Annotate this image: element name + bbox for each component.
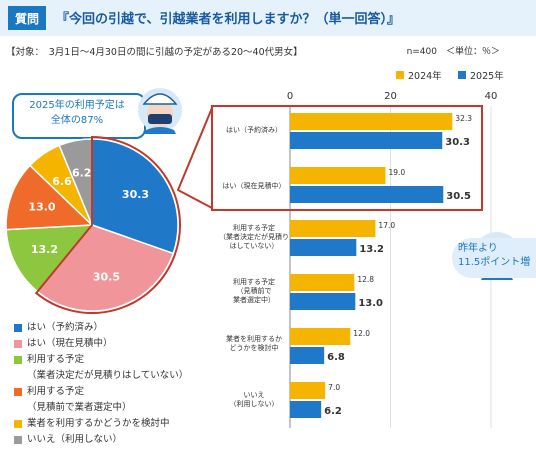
bar-value-label: 13.2 [359,244,384,255]
bar-category-label: はい（予約済み） [226,126,282,134]
legend-item-2025: 2025年 [458,68,504,82]
question-text: 『今回の引越で、引越業者を利用しますか？（単一回答）』 [56,12,400,27]
x-tick-label: 40 [485,91,498,102]
pie-legend-label: 利用する予定 （業者決定だが見積りはしていない） [27,354,189,381]
pie-callout-text: 2025年の利用予定は 全体の87% [29,100,125,126]
pie-legend-item: 業者を利用するかどうかを検討中 [14,416,188,432]
bar-value-label: 12.8 [357,275,374,284]
pie-chart: 30.3 30.5 13.2 13.0 6.66.2 [5,135,181,314]
bar-callout-bubble [452,238,536,278]
bar-category-label: いいえ （利用しない） [229,391,279,408]
bar-2025 [290,186,444,203]
bar-value-label: 19.0 [388,168,405,177]
bar-2024 [290,220,376,237]
pie-callout-bubble [12,93,146,139]
bar-2025 [290,293,356,310]
pie-legend-label: いいえ（利用しない） [27,434,123,445]
mascot-left-icon [138,88,182,134]
pie-slice-label: 30.5 [93,270,120,283]
legend-item-2024: 2024年 [396,68,442,82]
pie-slice [36,224,175,312]
bar-2024 [290,167,386,184]
bar-value-label: 7.0 [328,383,340,392]
x-tick-label: 20 [384,91,397,102]
pie-slice [5,224,94,293]
bar-2024 [290,328,351,345]
pie-legend-label: はい（予約済み） [27,322,104,333]
pie-legend-item: 利用する予定 （業者決定だが見積りはしていない） [14,352,188,384]
pie-slice-label: 6.2 [72,167,92,180]
pie-legend-swatch [14,356,22,364]
bar-2024 [290,274,355,291]
bar-2025 [290,347,325,364]
bar-value-label: 12.0 [353,329,370,338]
legend-label-2024: 2024年 [408,71,442,82]
bar-value-label: 30.3 [445,137,470,148]
legend-label-2025: 2025年 [470,71,504,82]
bar-2025 [290,401,322,418]
x-tick-label: 0 [287,91,293,102]
bar-value-label: 32.3 [455,114,472,123]
bar-value-label: 6.8 [327,352,345,363]
bar-2024 [290,382,326,399]
pie-slice-label: 30.3 [122,188,149,201]
survey-subject: 【対象： 3月1日～4月30日の間に引越の予定がある20～40代男女】 [6,47,303,58]
pie-legend-label: 業者を利用するかどうかを検討中 [27,418,170,429]
bar-category-label: はい（現在見積中） [222,182,286,190]
bar-2024 [290,113,453,130]
pie-legend-label: 利用する予定 （見積前で業者選定中） [27,386,132,413]
bar-value-label: 13.0 [358,298,383,309]
legend-swatch-2024 [396,71,404,79]
pie-legend-swatch [14,420,22,428]
highlight-connector [177,107,213,209]
pie-slice-label: 13.2 [31,243,58,256]
pie-legend-item: 利用する予定 （見積前で業者選定中） [14,384,188,416]
pie-slice-label: 13.0 [28,200,55,213]
bar-category-label: 利用する予定 （業者決定だが見積り はしていない） [219,224,289,250]
bar-value-label: 30.5 [446,191,471,202]
pie-slice [5,164,94,231]
pie-slice [91,138,179,255]
bar-callout-text: 昨年より 11.5ポイント増 [458,243,531,268]
sample-size-unit: n=400 ＜単位：％＞ [406,47,500,57]
bar-chart: 0 20 40 32.3 30.3 19.0 30.5 17.0 13.2 12.8 13.0 12.… [177,91,498,428]
pie-legend-item: いいえ（利用しない） [14,432,188,448]
question-label: 質問 [8,6,46,30]
pie-legend-swatch [14,436,22,444]
pie-legend-swatch [14,388,22,396]
question-header: 質問 『今回の引越で、引越業者を利用しますか？（単一回答）』 [0,0,536,36]
bar-value-label: 6.2 [324,406,342,417]
pie-legend-item: はい（現在見積中） [14,336,188,352]
pie-slice-label: 6.6 [52,175,72,188]
bar-category-label: 利用する予定 （見積前で 業者選定中） [233,278,275,304]
pie-legend-swatch [14,340,22,348]
bar-category-label: 業者を利用するか どうかを検討中 [226,335,282,352]
pie-legend-item: はい（予約済み） [14,320,188,336]
pie-legend: はい（予約済み） はい（現在見積中） 利用する予定 （業者決定だが見積りはしてい… [14,320,188,448]
bar-2025 [290,132,443,149]
pie-legend-swatch [14,324,22,332]
pie-legend-label: はい（現在見積中） [27,338,113,349]
bar-value-label: 17.0 [378,221,395,230]
bar-2025 [290,239,357,256]
legend-swatch-2025 [458,71,466,79]
pie-highlight-outline [34,135,181,314]
